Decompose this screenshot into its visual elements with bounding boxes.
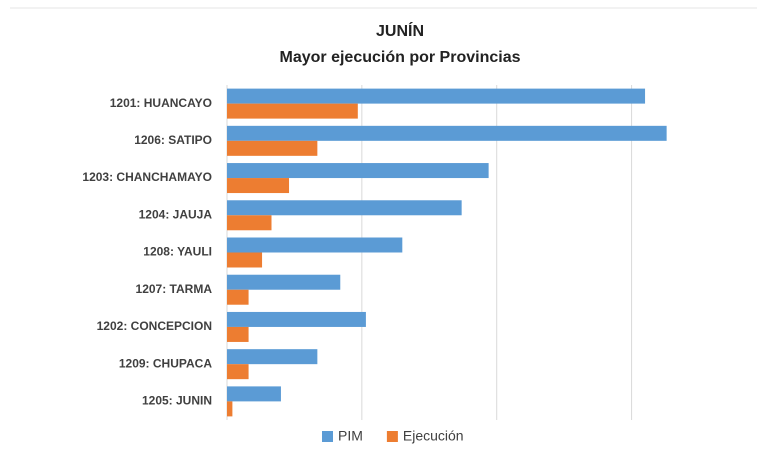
y-tick-label: 1204: JAUJA xyxy=(139,207,213,221)
bar xyxy=(227,326,249,342)
y-tick-label: 1209: CHUPACA xyxy=(119,356,212,370)
y-tick-label: 1208: YAULI xyxy=(143,245,212,259)
bar xyxy=(227,103,358,119)
bar xyxy=(227,386,281,402)
legend-label: PIM xyxy=(338,428,363,444)
legend-label: Ejecución xyxy=(403,428,464,444)
y-tick-label: 1201: HUANCAYO xyxy=(110,96,212,110)
chart-title: JUNÍN xyxy=(376,21,424,40)
bar xyxy=(227,311,366,327)
bar xyxy=(227,401,233,417)
y-tick-label: 1202: CONCEPCION xyxy=(97,319,212,333)
y-tick-label: 1206: SATIPO xyxy=(134,133,212,147)
bar xyxy=(227,289,249,305)
bar xyxy=(227,178,290,194)
y-tick-label: 1205: JUNIN xyxy=(142,394,212,408)
bar xyxy=(227,140,318,156)
legend-swatch xyxy=(386,431,398,442)
bar xyxy=(227,215,272,231)
y-tick-label: 1203: CHANCHAMAYO xyxy=(82,170,212,184)
bar xyxy=(227,237,403,253)
bar xyxy=(227,163,489,179)
y-tick-label: 1207: TARMA xyxy=(136,282,213,296)
legend-swatch xyxy=(322,431,333,442)
bar xyxy=(227,364,249,380)
bar xyxy=(227,125,667,141)
bar xyxy=(227,252,263,268)
bar xyxy=(227,88,646,104)
chart-subtitle: Mayor ejecución por Provincias xyxy=(280,49,521,66)
bar xyxy=(227,274,341,290)
bar xyxy=(227,200,462,216)
bar xyxy=(227,349,318,365)
